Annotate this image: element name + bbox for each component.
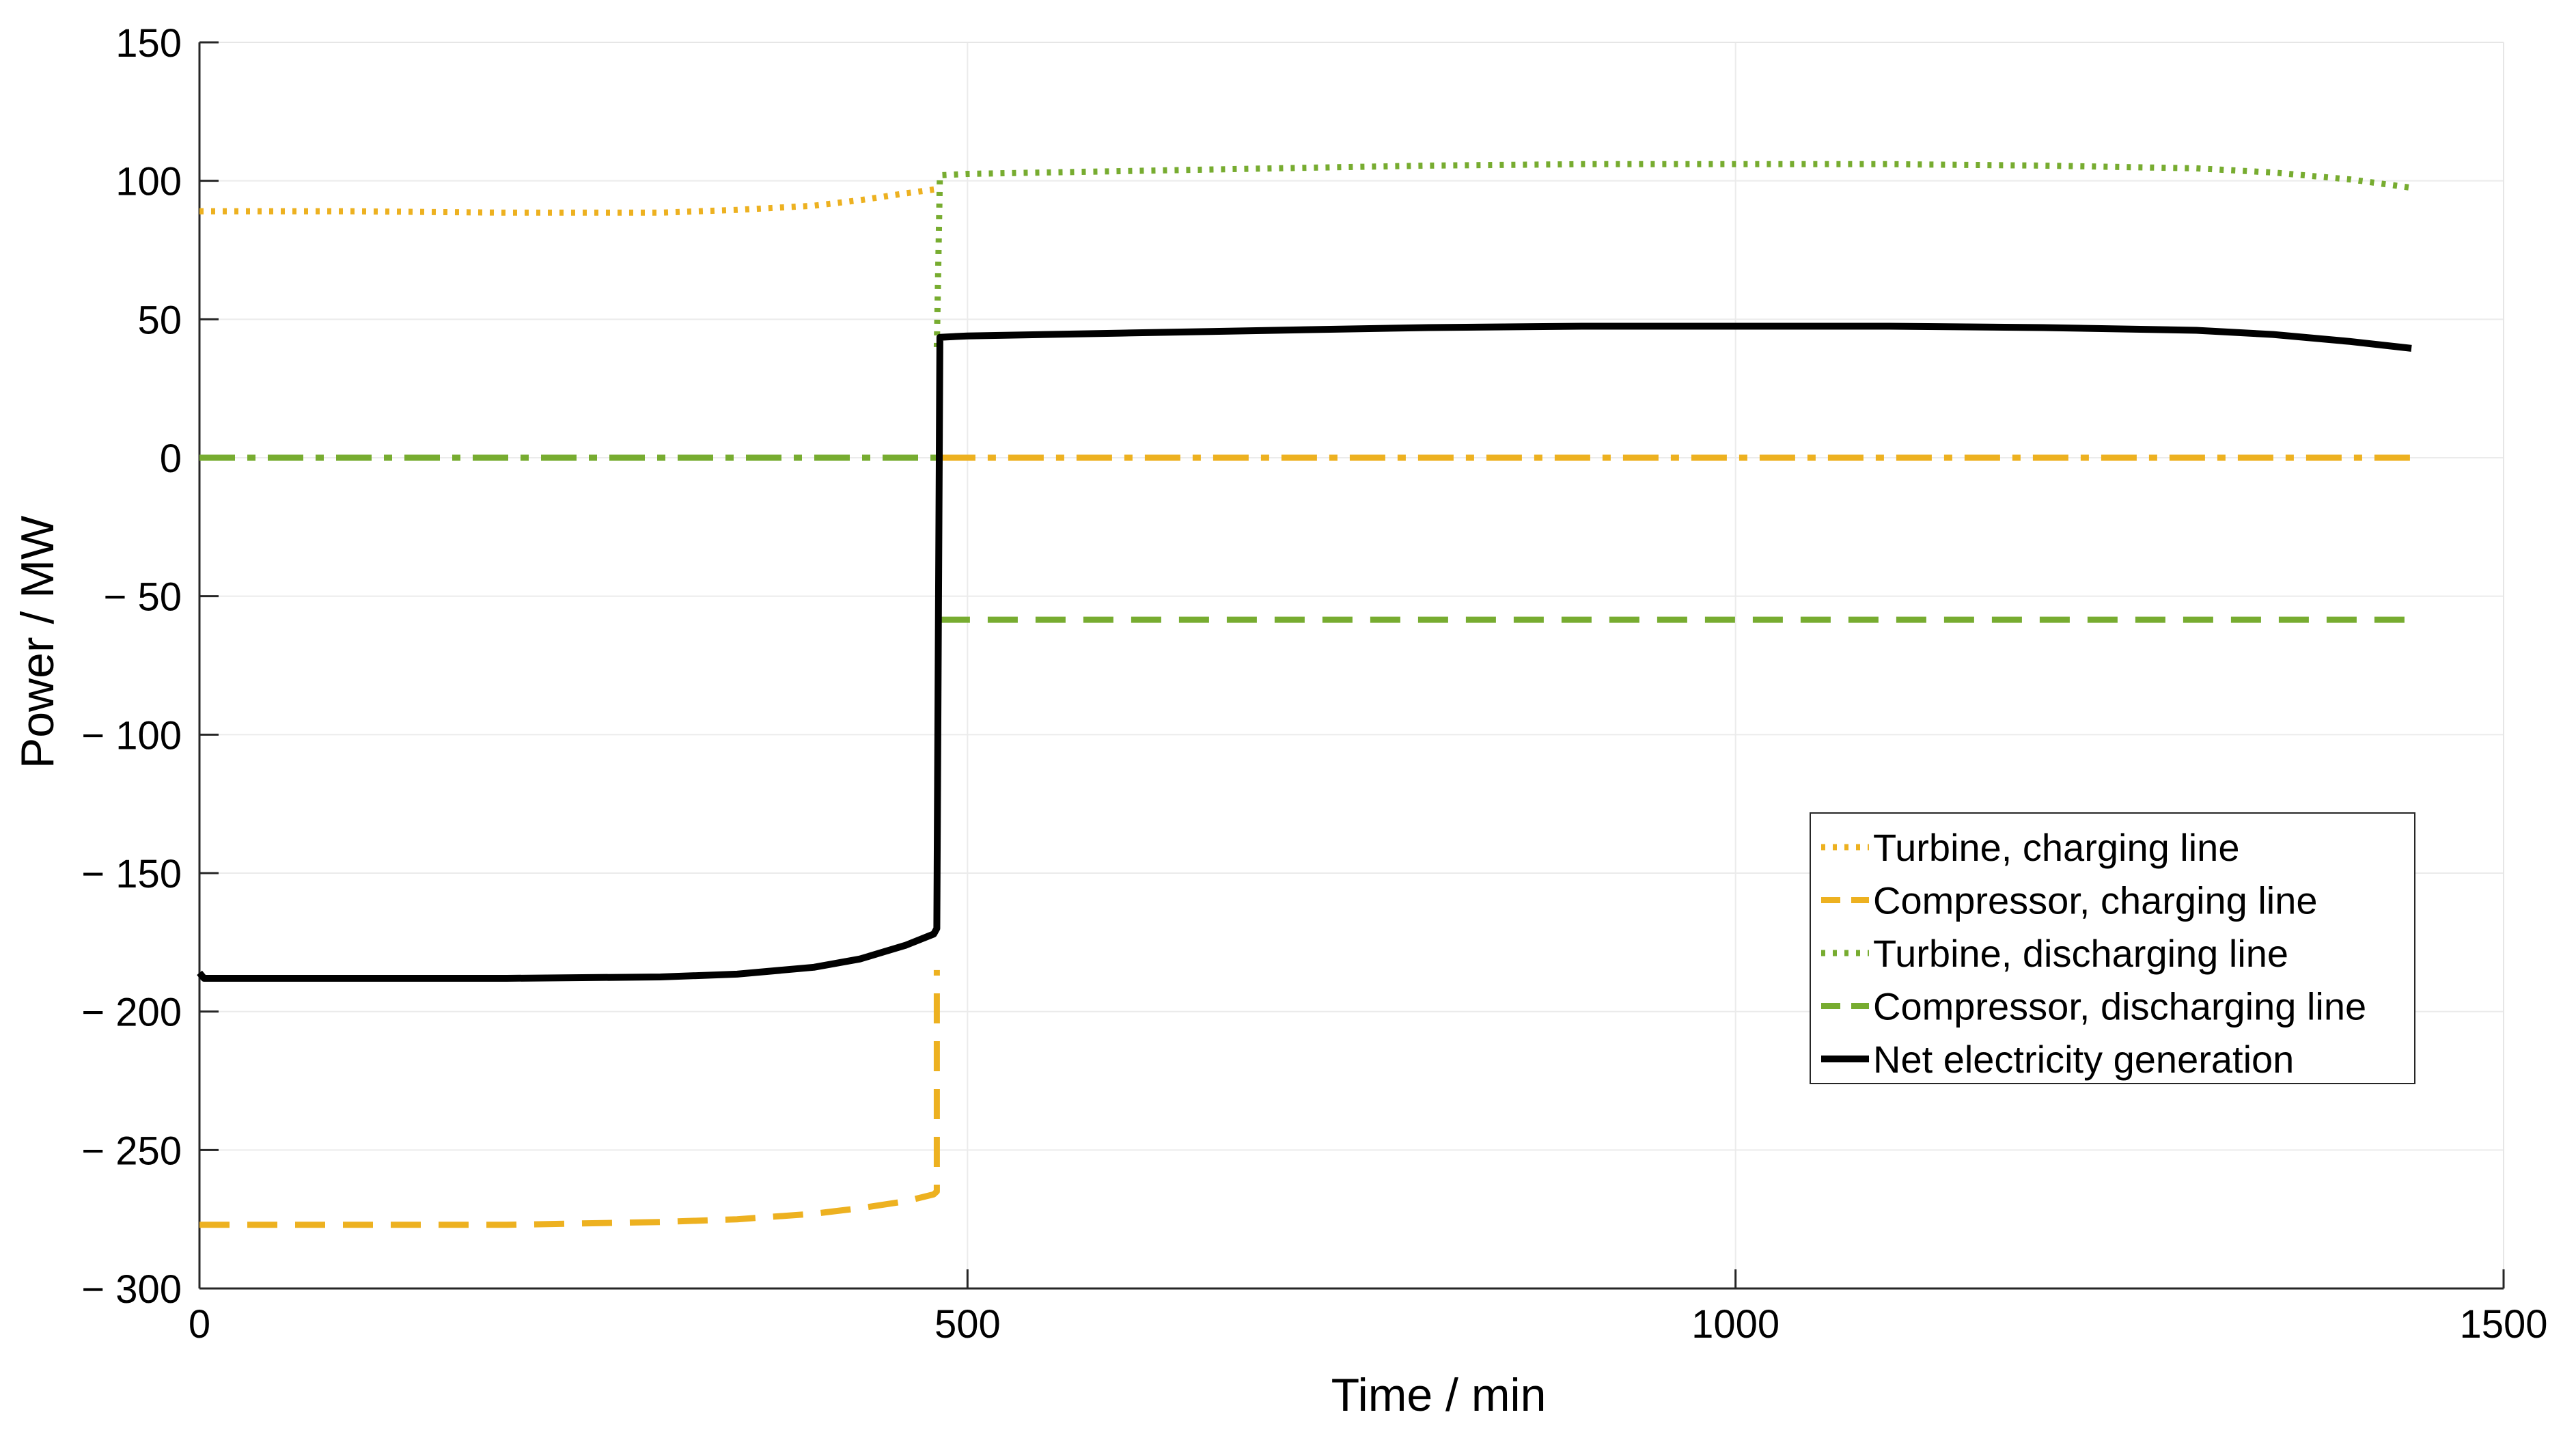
y-axis-title: Power / MW	[12, 516, 64, 769]
x-axis-title: Time / min	[1331, 1369, 1547, 1421]
y-tick-label-4: − 50	[104, 575, 182, 620]
y-tick-label-0: 150	[115, 21, 182, 66]
y-tick-label-6: − 150	[81, 852, 182, 896]
x-tick-label-3: 1500	[2459, 1302, 2547, 1347]
y-tick-label-3: 0	[160, 437, 182, 481]
y-tick-label-2: 50	[137, 298, 182, 342]
series-line-1	[199, 969, 940, 1228]
x-tick-label-1: 500	[934, 1302, 1001, 1347]
series-line-0	[199, 186, 938, 216]
legend-label-2: Turbine, discharging line	[1873, 932, 2288, 975]
legend-label-4: Net electricity generation	[1873, 1038, 2294, 1081]
legend: Turbine, charging line Compressor, chargi…	[1810, 812, 2415, 1084]
y-tick-label-9: − 300	[81, 1267, 182, 1312]
y-tick-label-7: − 200	[81, 991, 182, 1035]
x-tick-label-0: 0	[189, 1302, 210, 1347]
y-tick-label-8: − 250	[81, 1129, 182, 1173]
series-line-4	[197, 322, 2412, 982]
legend-label-0: Turbine, charging line	[1873, 826, 2239, 869]
axes	[198, 41, 2505, 1290]
legend-box	[1810, 812, 2415, 1084]
y-tick-label-5: − 100	[81, 713, 182, 758]
series	[197, 161, 2412, 1228]
x-tick-label-2: 1000	[1691, 1302, 1779, 1347]
legend-label-1: Compressor, charging line	[1873, 879, 2318, 922]
legend-label-3: Compressor, discharging line	[1873, 985, 2366, 1028]
y-tick-label-1: 100	[115, 160, 182, 204]
